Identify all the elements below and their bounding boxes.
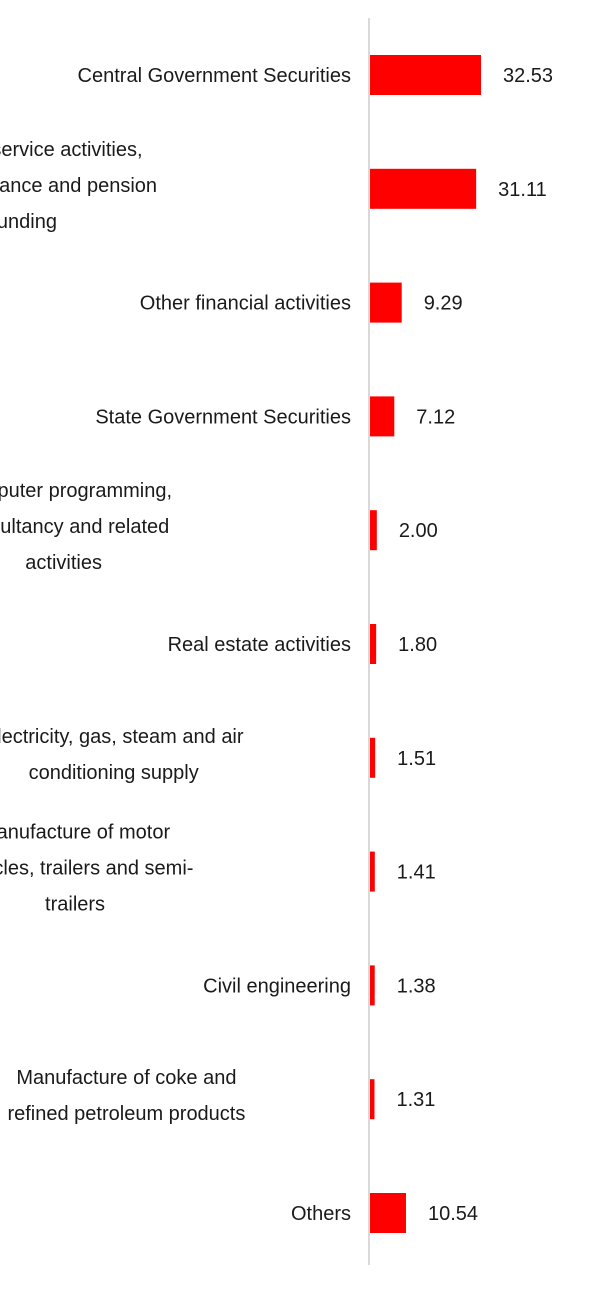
value-labels-group: 32.53 31.11 9.29 7.12 2.00 1.80 1.51 1.41 1.38 1.… [396,65,553,1225]
bar [370,282,402,323]
category-label-line: vehicles, trailers and semi- [0,858,193,880]
bar [370,624,377,664]
bar [370,55,481,95]
bar [370,851,375,892]
category-label: Civil engineering [203,975,351,997]
value-label: 1.41 [397,862,436,884]
bar [370,510,377,551]
bar [370,737,376,778]
bar [370,965,375,1006]
category-label: Manufacture of coke and refined petroleum… [7,1067,245,1125]
value-label: 9.29 [424,293,463,315]
category-label-line: State Government Securities [95,406,351,428]
value-label: 31.11 [498,179,547,201]
category-label-line: Others [291,1203,351,1225]
value-label: 2.00 [399,520,438,542]
category-label-line: Central Government Securities [78,65,351,87]
value-label: 1.51 [397,748,436,770]
category-label-line: Real estate activities [168,634,351,656]
category-label-line: Manufacture of motor [0,822,170,844]
category-label: Computer programming, consultancy and rel… [0,480,172,574]
value-label: 1.80 [398,634,437,656]
category-label-line: Other financial activities [140,293,351,315]
category-label: Other financial activities [140,293,351,315]
category-label-line: refined petroleum products [7,1103,245,1125]
value-label: 1.38 [397,975,436,997]
category-label-line: trailers [45,894,105,916]
bar [370,1079,375,1120]
category-label: Central Government Securities [78,65,351,87]
category-label-line: activities [25,552,102,574]
category-label-line: Electricity, gas, steam and air [0,726,244,748]
bar [370,168,477,209]
category-labels-group: Central Government Securities Financial s… [0,65,351,1225]
value-label: 1.31 [396,1089,435,1111]
value-label: 32.53 [503,65,553,87]
category-label: Others [291,1203,351,1225]
bar [370,396,395,437]
category-label: Manufacture of motor vehicles, trailers a… [0,822,193,916]
bars-group [370,55,481,1233]
category-label-line: consultancy and related [0,516,169,538]
value-label: 7.12 [416,406,455,428]
value-label: 10.54 [428,1203,478,1225]
category-label-line: except insurance and pension [0,175,157,197]
category-label: Electricity, gas, steam and air condition… [0,726,244,784]
bar [370,1193,406,1233]
category-label: Real estate activities [168,634,351,656]
category-label: State Government Securities [95,406,351,428]
category-label-line: Computer programming, [0,480,172,502]
category-label-line: Manufacture of coke and [16,1067,236,1089]
category-label-line: conditioning supply [29,762,199,784]
category-label-line: funding [0,211,57,233]
category-label-line: Civil engineering [203,975,351,997]
